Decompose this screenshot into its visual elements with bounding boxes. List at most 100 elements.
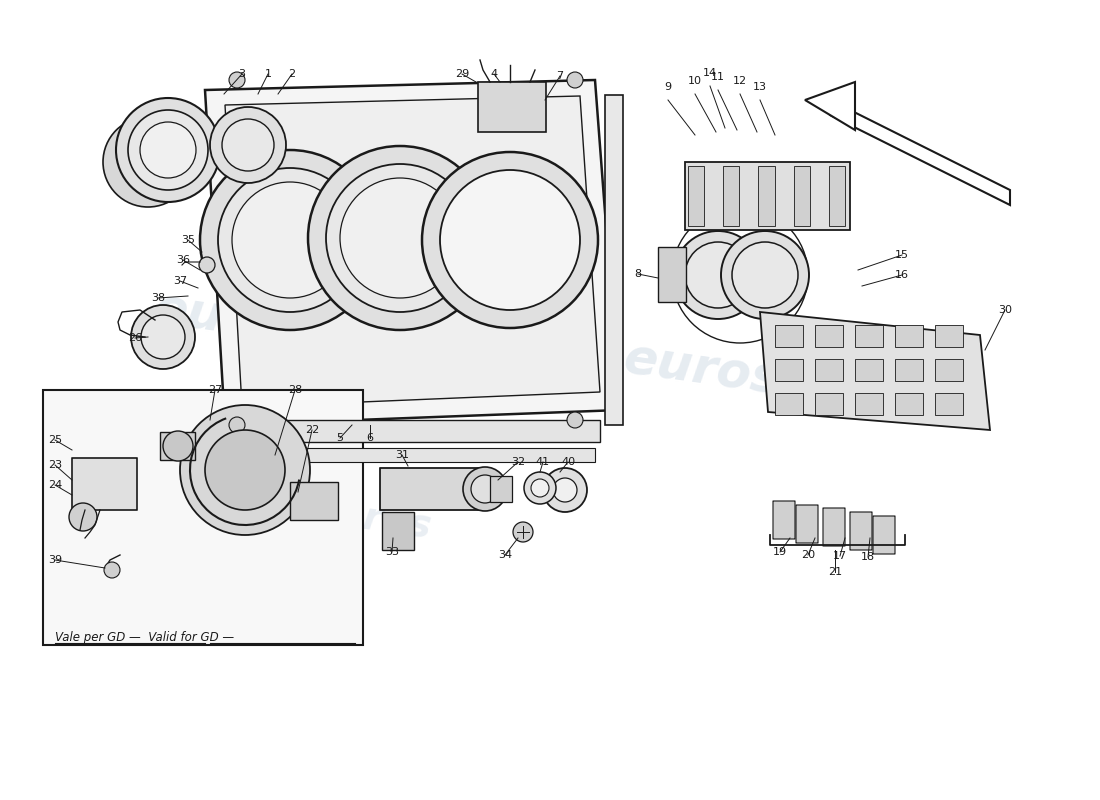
FancyBboxPatch shape [855, 325, 883, 347]
FancyBboxPatch shape [776, 393, 803, 415]
Circle shape [69, 503, 97, 531]
Circle shape [732, 242, 798, 308]
Circle shape [218, 168, 362, 312]
Text: 14: 14 [703, 68, 717, 78]
Text: 25: 25 [48, 435, 62, 445]
Text: 39: 39 [48, 555, 62, 565]
FancyBboxPatch shape [245, 448, 595, 462]
Circle shape [140, 122, 196, 178]
Text: 23: 23 [48, 460, 62, 470]
Text: eurospares: eurospares [186, 474, 434, 546]
Polygon shape [830, 100, 1010, 205]
Circle shape [103, 117, 192, 207]
Circle shape [104, 562, 120, 578]
FancyBboxPatch shape [935, 359, 962, 381]
Text: 13: 13 [754, 82, 767, 92]
Text: 7: 7 [557, 71, 563, 81]
Text: 35: 35 [182, 235, 195, 245]
Circle shape [543, 468, 587, 512]
Text: Vale per GD —  Valid for GD —: Vale per GD — Valid for GD — [55, 630, 234, 643]
FancyBboxPatch shape [895, 393, 923, 415]
FancyBboxPatch shape [379, 468, 485, 510]
FancyBboxPatch shape [773, 501, 795, 539]
Text: 11: 11 [711, 72, 725, 82]
Text: 1: 1 [264, 69, 272, 79]
Polygon shape [226, 96, 600, 407]
Text: 29: 29 [455, 69, 469, 79]
FancyBboxPatch shape [688, 166, 704, 226]
FancyBboxPatch shape [43, 390, 363, 645]
Text: 9: 9 [664, 82, 672, 92]
FancyBboxPatch shape [290, 482, 338, 520]
Text: 17: 17 [833, 551, 847, 561]
Circle shape [440, 170, 580, 310]
Text: 34: 34 [498, 550, 513, 560]
Text: 32: 32 [510, 457, 525, 467]
Circle shape [326, 164, 474, 312]
Circle shape [116, 98, 220, 202]
Text: 38: 38 [151, 293, 165, 303]
FancyBboxPatch shape [658, 247, 686, 302]
Circle shape [128, 110, 208, 190]
Circle shape [422, 152, 598, 328]
FancyBboxPatch shape [220, 420, 600, 442]
Text: 8: 8 [635, 269, 641, 279]
Circle shape [531, 479, 549, 497]
FancyBboxPatch shape [776, 325, 803, 347]
FancyBboxPatch shape [895, 325, 923, 347]
FancyBboxPatch shape [723, 166, 739, 226]
FancyBboxPatch shape [873, 516, 895, 554]
Text: 2: 2 [288, 69, 296, 79]
Text: 16: 16 [895, 270, 909, 280]
Circle shape [229, 72, 245, 88]
Text: 18: 18 [861, 552, 876, 562]
FancyBboxPatch shape [850, 512, 872, 550]
FancyBboxPatch shape [935, 393, 962, 415]
FancyBboxPatch shape [815, 393, 843, 415]
FancyBboxPatch shape [759, 166, 774, 226]
Polygon shape [805, 82, 855, 130]
FancyBboxPatch shape [685, 162, 850, 230]
FancyBboxPatch shape [855, 393, 883, 415]
Ellipse shape [180, 405, 310, 535]
Circle shape [205, 430, 285, 510]
Text: 3: 3 [239, 69, 245, 79]
FancyBboxPatch shape [855, 359, 883, 381]
Circle shape [163, 431, 192, 461]
Text: 24: 24 [48, 480, 62, 490]
Circle shape [340, 178, 460, 298]
Text: 4: 4 [491, 69, 497, 79]
Circle shape [141, 315, 185, 359]
Text: eurospares: eurospares [620, 334, 939, 426]
Circle shape [463, 467, 507, 511]
FancyBboxPatch shape [815, 359, 843, 381]
Polygon shape [760, 312, 990, 430]
Circle shape [471, 475, 499, 503]
FancyBboxPatch shape [815, 325, 843, 347]
FancyBboxPatch shape [935, 325, 962, 347]
Circle shape [210, 107, 286, 183]
FancyBboxPatch shape [823, 508, 845, 546]
Circle shape [308, 146, 492, 330]
FancyBboxPatch shape [382, 512, 414, 550]
Text: 33: 33 [385, 547, 399, 557]
Text: 22: 22 [305, 425, 319, 435]
Text: 28: 28 [288, 385, 302, 395]
Circle shape [720, 231, 808, 319]
FancyBboxPatch shape [72, 458, 138, 510]
Text: 41: 41 [536, 457, 550, 467]
Circle shape [232, 182, 348, 298]
FancyBboxPatch shape [490, 476, 512, 502]
Circle shape [199, 257, 214, 273]
Circle shape [222, 119, 274, 171]
Text: 37: 37 [173, 276, 187, 286]
Circle shape [566, 72, 583, 88]
FancyBboxPatch shape [776, 359, 803, 381]
Circle shape [553, 478, 578, 502]
FancyBboxPatch shape [829, 166, 845, 226]
Circle shape [131, 305, 195, 369]
FancyBboxPatch shape [796, 505, 818, 543]
Circle shape [674, 231, 762, 319]
Text: 26: 26 [128, 333, 142, 343]
FancyBboxPatch shape [895, 359, 923, 381]
